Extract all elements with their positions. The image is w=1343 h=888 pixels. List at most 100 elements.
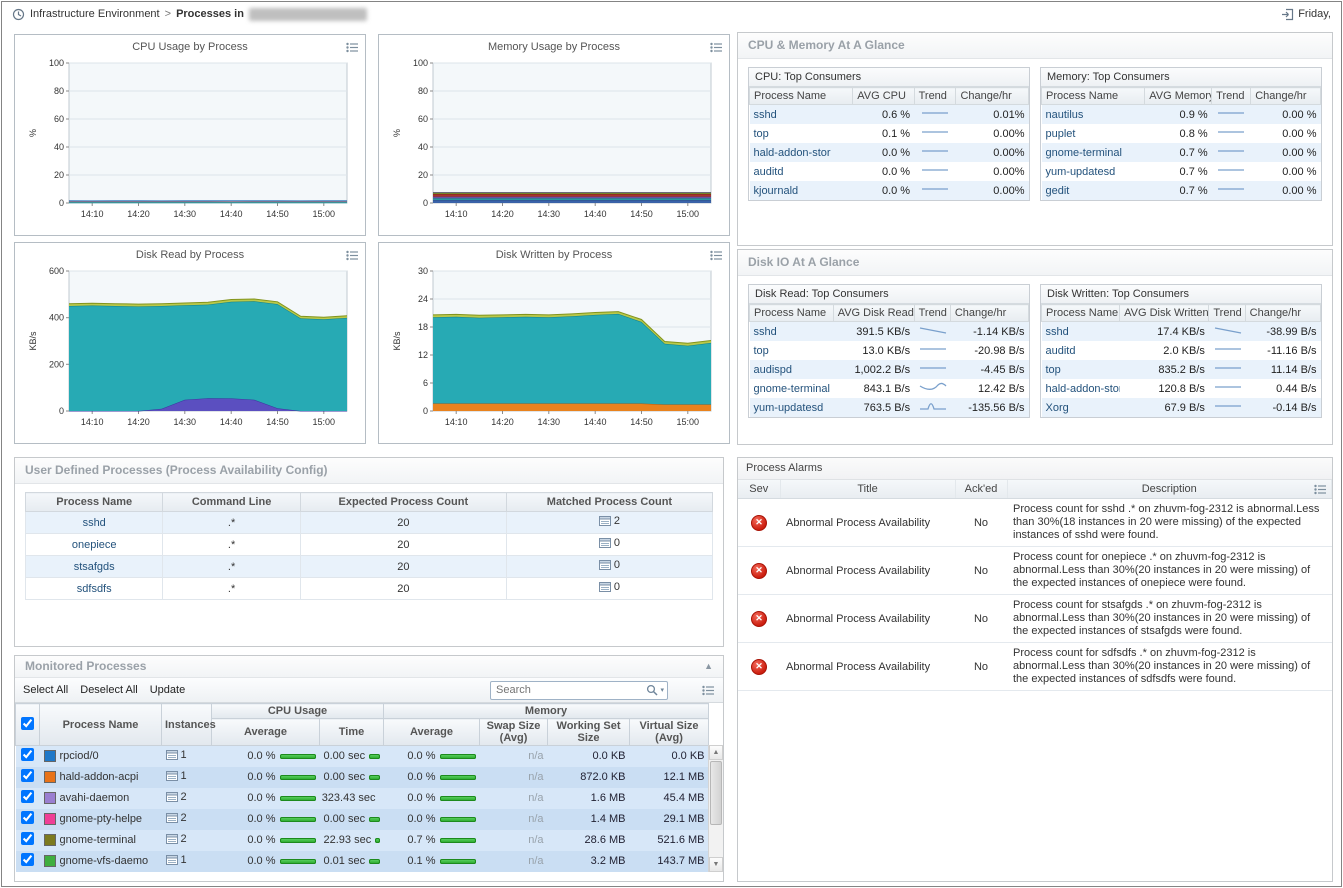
process-row[interactable]: gnome-vfs-daemo 1 0.0 % 0.01 sec 0.1 % n… [15,850,709,872]
process-name-link[interactable]: sdfsdfs [24,577,164,600]
scroll-down-button[interactable]: ▼ [709,856,723,872]
select-all-button[interactable]: Select All [23,684,69,696]
details-icon[interactable] [598,581,611,593]
matched-count-link[interactable]: 0 [598,581,620,593]
select-all-checkbox[interactable] [21,716,34,730]
process-name-link[interactable]: gnome-terminal [753,382,830,395]
alarm-row[interactable]: ✕ Abnormal Process Availability No Proce… [738,546,1332,595]
col-header[interactable]: Process Name [39,703,162,746]
alarm-row[interactable]: ✕ Abnormal Process Availability No Proce… [738,498,1332,547]
chart-menu-icon[interactable] [346,40,359,53]
details-icon[interactable] [598,515,611,527]
process-name-link[interactable]: Xorg [1045,401,1069,414]
table-menu-icon[interactable] [702,685,715,696]
row-checkbox[interactable] [21,832,34,845]
col-header[interactable]: Sev [738,480,781,499]
col-header[interactable]: Trend [1208,304,1246,322]
critical-severity-icon[interactable]: ✕ [751,562,767,579]
process-name-link[interactable]: stsafgds [24,555,164,578]
col-header[interactable]: Matched Process Count [505,492,714,512]
update-button[interactable]: Update [149,684,186,696]
process-name-link[interactable]: sshd [753,325,777,338]
col-header[interactable]: Process Name [1040,304,1121,322]
table-menu-icon[interactable] [1314,484,1327,498]
col-header[interactable]: Time [318,718,385,746]
process-name-link[interactable]: kjournald [753,184,799,197]
col-header[interactable]: Change/hr [1244,304,1322,322]
col-header[interactable]: Trend [1211,87,1252,105]
chart-menu-icon[interactable] [710,40,723,53]
process-name-link[interactable]: sshd [1045,325,1069,338]
col-header[interactable]: Change/hr [955,87,1029,105]
details-icon[interactable] [165,854,178,866]
col-header[interactable]: Process Name [24,492,164,512]
process-name-link[interactable]: gedit [1045,184,1070,197]
col-header[interactable]: Title [780,480,956,499]
vertical-scrollbar[interactable]: ▲ ▼ [708,745,723,872]
exit-icon[interactable] [1281,8,1294,21]
row-checkbox[interactable] [21,769,34,782]
col-header[interactable]: Trend [913,304,951,322]
process-name-link[interactable]: hald-addon-stor [753,146,831,159]
scroll-up-button[interactable]: ▲ [709,745,723,760]
details-icon[interactable] [598,537,611,549]
col-header[interactable]: Process Name [748,87,854,105]
col-header[interactable]: AVG Memory [1144,87,1213,105]
row-checkbox[interactable] [21,811,34,824]
process-name-link[interactable]: audispd [753,363,793,376]
col-header[interactable]: Working Set Size [547,718,631,746]
process-name-link[interactable]: sshd [753,108,777,121]
row-checkbox[interactable] [21,748,34,762]
col-header[interactable]: Process Name [1040,87,1146,105]
alarm-row[interactable]: ✕ Abnormal Process Availability No Proce… [738,642,1332,691]
search-input[interactable] [490,680,668,700]
matched-count-link[interactable]: 2 [598,515,620,527]
col-header[interactable]: Description [1007,480,1332,499]
col-header[interactable]: Average [211,718,320,746]
scrollbar-thumb[interactable] [710,761,722,825]
col-header[interactable]: Command Line [162,492,301,512]
row-checkbox[interactable] [21,853,34,866]
col-header[interactable]: Process Name [749,304,834,322]
col-header[interactable]: AVG CPU [852,87,915,105]
col-header[interactable]: Virtual Size (Avg) [629,718,710,746]
details-icon[interactable] [165,791,178,803]
critical-severity-icon[interactable]: ✕ [751,658,767,675]
col-header[interactable]: Expected Process Count [299,492,507,512]
breadcrumb-root[interactable]: Infrastructure Environment [30,8,160,20]
col-header[interactable]: Trend [913,87,957,105]
matched-count-link[interactable]: 0 [598,559,620,571]
process-name-link[interactable]: yum-updatesd [1045,165,1116,178]
col-header[interactable]: AVG Disk Written [1119,304,1210,322]
process-name-link[interactable]: top [753,127,769,140]
process-name-link[interactable]: onepiece [24,533,164,556]
process-row[interactable]: hald-addon-acpi 1 0.0 % 0.00 sec 0.0 % n… [15,766,709,788]
process-name-link[interactable]: hald-addon-stor [1045,382,1120,395]
collapse-icon[interactable]: ▲ [704,661,713,671]
critical-severity-icon[interactable]: ✕ [751,514,767,531]
process-name-link[interactable]: top [1045,363,1061,376]
matched-count-link[interactable]: 0 [598,537,620,549]
search-dropdown-icon[interactable]: ▾ [660,686,664,694]
col-header[interactable]: Swap Size (Avg) [479,718,549,746]
history-icon[interactable] [12,8,25,21]
chart-menu-icon[interactable] [710,248,723,261]
process-name-link[interactable]: auditd [753,165,784,178]
process-row[interactable]: gnome-terminal 2 0.0 % 22.93 sec 0.7 % n… [15,829,709,851]
deselect-all-button[interactable]: Deselect All [80,684,138,696]
col-header[interactable]: Ack'ed [955,480,1008,499]
process-row[interactable]: avahi-daemon 2 0.0 % 323.43 sec 0.0 % n/… [15,787,709,809]
details-icon[interactable] [598,559,611,571]
details-icon[interactable] [165,749,178,761]
col-header[interactable]: Change/hr [949,304,1030,322]
process-name-link[interactable]: auditd [1045,344,1076,357]
process-name-link[interactable]: top [753,344,769,357]
col-header[interactable]: AVG Disk Read [832,304,915,322]
details-icon[interactable] [165,812,178,824]
search-icon[interactable] [646,684,659,696]
row-checkbox[interactable] [21,790,34,803]
process-name-link[interactable]: yum-updatesd [753,401,824,414]
alarm-row[interactable]: ✕ Abnormal Process Availability No Proce… [738,594,1332,643]
process-row[interactable]: rpciod/0 1 0.0 % 0.00 sec 0.0 % n/a 0.0 … [15,745,709,767]
details-icon[interactable] [165,833,178,845]
